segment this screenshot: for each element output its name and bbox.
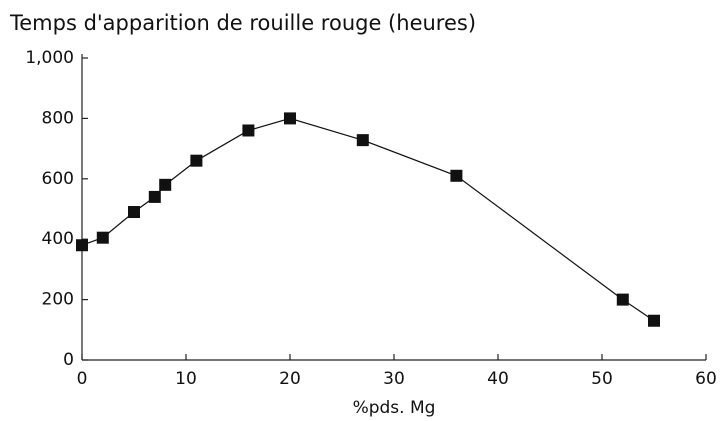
data-point <box>190 154 203 167</box>
data-point <box>148 190 161 203</box>
x-tick-label: 60 <box>695 369 717 389</box>
x-tick-label: 0 <box>77 369 88 389</box>
data-point <box>356 134 369 147</box>
data-point <box>616 293 629 306</box>
y-tick-label: 400 <box>42 229 74 249</box>
y-tick-label: 800 <box>42 108 74 128</box>
y-tick-label: 1,000 <box>25 48 74 68</box>
data-point <box>242 124 255 137</box>
x-tick-label: 20 <box>279 369 301 389</box>
data-point <box>159 178 172 191</box>
data-point <box>96 231 109 244</box>
data-point <box>76 239 88 252</box>
data-point <box>450 169 463 182</box>
y-tick-label: 200 <box>42 290 74 310</box>
x-tick-label: 10 <box>175 369 197 389</box>
chart-title: Temps d'apparition de rouille rouge (heu… <box>9 11 476 35</box>
x-tick-label: 30 <box>383 369 405 389</box>
x-tick-label: 50 <box>591 369 613 389</box>
x-tick-label: 40 <box>487 369 509 389</box>
x-axis-label: %pds. Mg <box>353 398 436 418</box>
data-point <box>128 206 140 219</box>
data-line <box>81 117 655 322</box>
y-tick-label: 0 <box>63 350 74 370</box>
data-point <box>284 112 296 125</box>
y-tick-label: 600 <box>42 169 74 189</box>
data-point <box>648 314 660 327</box>
